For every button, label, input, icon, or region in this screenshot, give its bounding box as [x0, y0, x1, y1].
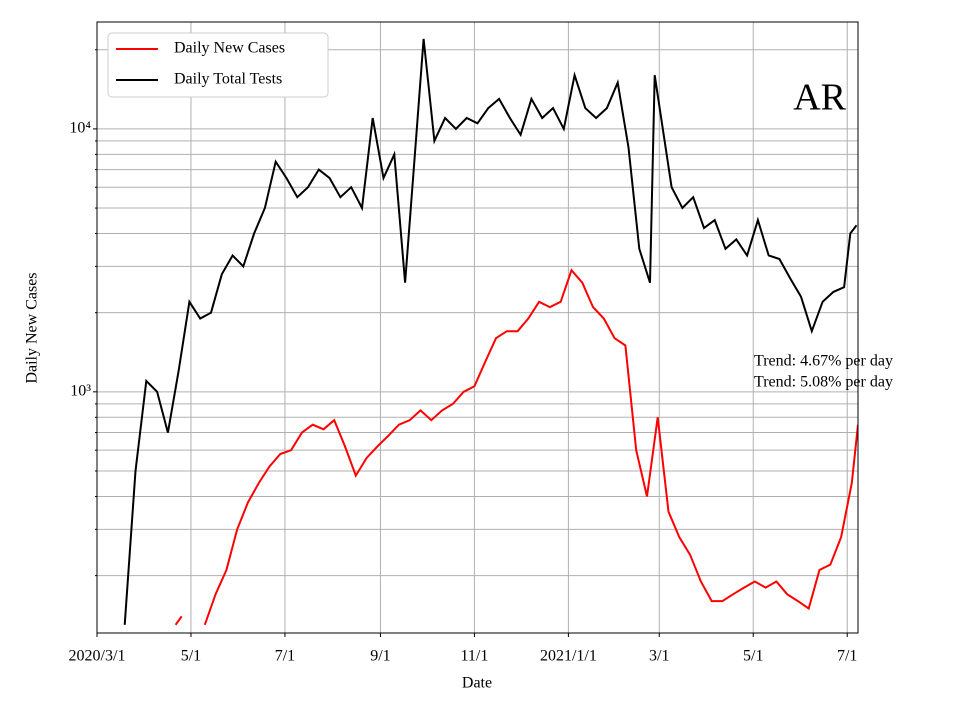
- series-line: [123, 38, 858, 625]
- x-tick-label: 5/1: [181, 648, 201, 665]
- legend-label: Daily New Cases: [174, 40, 285, 57]
- x-tick-label: 2021/1/1: [540, 648, 597, 665]
- series-line: [174, 268, 858, 626]
- y-axis-label: Daily New Cases: [24, 272, 41, 383]
- y-tick-label: 10³: [70, 383, 91, 400]
- trend-label: Trend: 5.08% per day: [754, 374, 893, 391]
- state-label: AR: [793, 77, 846, 119]
- x-tick-label: 2020/3/1: [69, 648, 126, 665]
- x-tick-label: 3/1: [649, 648, 669, 665]
- trend-label: Trend: 4.67% per day: [754, 353, 893, 370]
- plot-frame: [96, 21, 859, 634]
- x-tick-label: 11/1: [460, 648, 488, 665]
- legend-label: Daily Total Tests: [174, 71, 282, 88]
- y-tick-label: 10⁴: [69, 120, 91, 137]
- x-axis-label: Date: [462, 675, 492, 692]
- x-tick-label: 7/1: [275, 648, 295, 665]
- x-tick-label: 5/1: [743, 648, 763, 665]
- x-tick-label: 9/1: [370, 648, 390, 665]
- legend-box: [107, 32, 329, 98]
- x-tick-label: 7/1: [837, 648, 857, 665]
